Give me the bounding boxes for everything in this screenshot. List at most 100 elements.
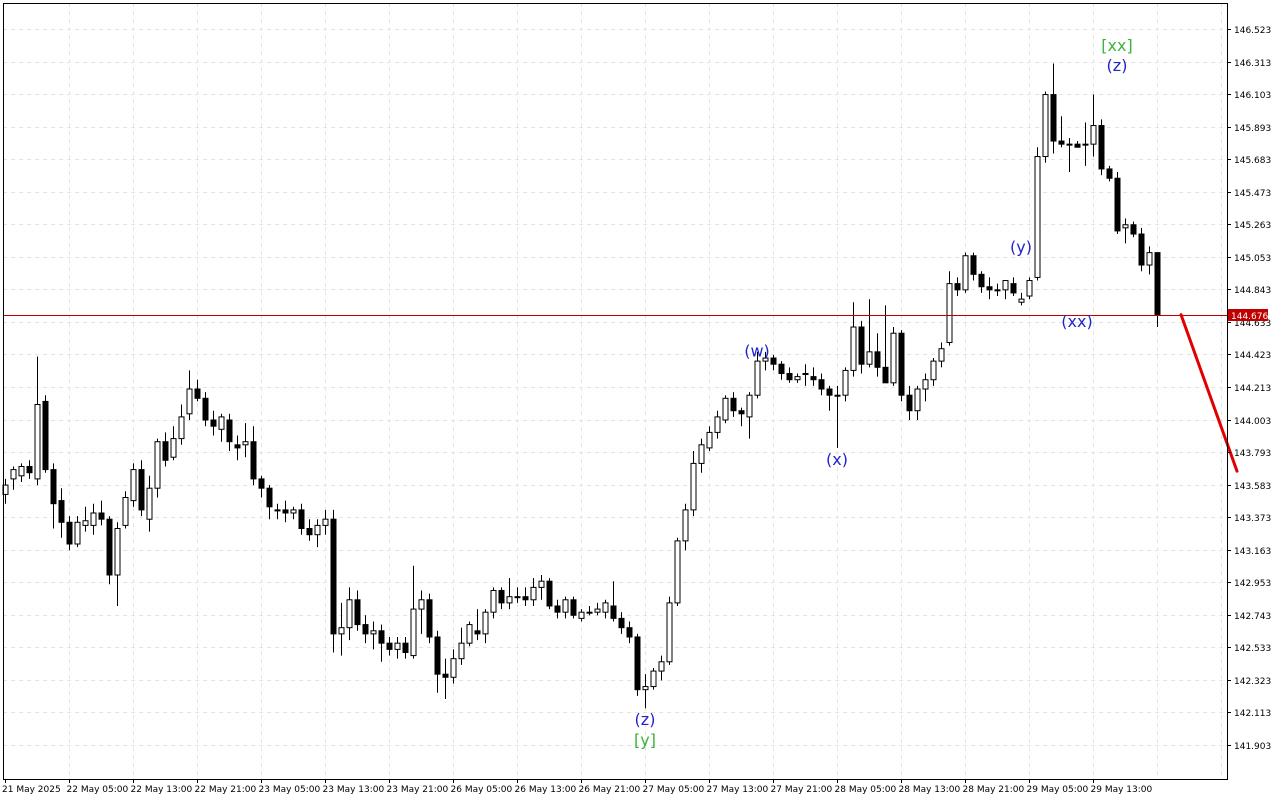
candle-body-bear [882, 366, 889, 384]
y-tick-label: 146.523 [1234, 26, 1271, 36]
candle [266, 485, 273, 520]
price-axis[interactable]: 146.523 146.313 146.103 145.893 145.683 145.4… [1227, 26, 1271, 752]
candle [978, 271, 985, 293]
candle [1146, 246, 1153, 275]
candle [490, 587, 497, 619]
candle-body-bear [498, 589, 505, 604]
candle-body-bear [546, 580, 553, 607]
candle [1106, 165, 1113, 182]
candle-body-bear [1114, 177, 1121, 232]
candle-body-bear [1130, 224, 1137, 235]
candle-body-bear [970, 255, 977, 275]
candle-body-bear [378, 630, 385, 644]
candle [474, 609, 481, 641]
candle-body-bull [450, 658, 457, 678]
candle-body-bear [570, 599, 577, 616]
y-tick-label: 141.903 [1234, 742, 1271, 752]
candle-body-bull [890, 332, 897, 384]
candle [1050, 63, 1057, 154]
candle-body-bull [338, 627, 345, 635]
candle [442, 658, 449, 699]
candle [994, 283, 1001, 297]
candle [874, 333, 881, 377]
candle-body-bull [130, 469, 137, 502]
x-tick-label: 28 May 05:00 [835, 785, 897, 795]
candle [730, 392, 737, 417]
x-tick-label: 28 May 21:00 [963, 785, 1025, 795]
candle-body-bull [802, 373, 809, 376]
candle [178, 404, 185, 445]
candle-body-bear [402, 642, 409, 653]
candle-body-bear [250, 441, 257, 480]
candle [362, 615, 369, 644]
candle-body-bear [1138, 233, 1145, 266]
candle-body-bull [178, 416, 185, 440]
candle [1026, 277, 1033, 300]
candle [866, 299, 873, 368]
y-tick-label: 145.263 [1234, 221, 1271, 231]
candle-body-bear [786, 373, 793, 381]
candle-body-bull [690, 462, 697, 511]
candle [1122, 218, 1129, 244]
candle [610, 581, 617, 622]
candle-body-bear [330, 518, 337, 635]
candle-body-bear [66, 521, 73, 545]
candle-body-bull [530, 586, 537, 601]
y-tick-label: 144.843 [1234, 286, 1271, 296]
candle-body-bull [394, 642, 401, 650]
candle [250, 426, 257, 486]
candle-body-bear [1050, 94, 1057, 142]
candle [938, 342, 945, 368]
wave-label: (xx) [1061, 312, 1092, 331]
candle [106, 516, 113, 585]
candle [82, 506, 89, 532]
candle-body-bear [426, 599, 433, 638]
candle-body-bear [1098, 125, 1105, 170]
candle [1002, 280, 1009, 300]
candle [738, 407, 745, 427]
candle [794, 373, 801, 383]
candle-body-bear [610, 605, 617, 619]
y-tick-label: 146.103 [1234, 91, 1271, 101]
candle-body-bear [874, 351, 881, 368]
time-axis[interactable]: 21 May 2025 22 May 05:00 22 May 13:00 22 Ma… [2, 779, 1152, 795]
candle-body-bear [306, 527, 313, 536]
candle-body-bear [210, 419, 217, 427]
candle [954, 277, 961, 297]
x-tick-label: 23 May 21:00 [387, 785, 449, 795]
candle [506, 578, 513, 610]
candle-body-bear [298, 509, 305, 529]
wave-label: [xx] [1101, 36, 1132, 55]
y-tick-label: 145.893 [1234, 124, 1271, 134]
candle-body-bear [1106, 168, 1113, 179]
candle [58, 488, 65, 538]
candle [906, 385, 913, 421]
candle [810, 367, 817, 386]
y-tick-label: 144.423 [1234, 351, 1271, 361]
candle-body-bear [1154, 252, 1161, 316]
candle [538, 574, 545, 600]
x-tick-label: 26 May 05:00 [451, 785, 513, 795]
x-tick-label: 22 May 21:00 [195, 785, 257, 795]
candle [674, 537, 681, 606]
candle-body-bear [266, 487, 273, 508]
candle [386, 636, 393, 656]
candle [234, 435, 241, 461]
candle [34, 356, 41, 486]
candle-body-bull [154, 441, 161, 489]
candle-body-bull [10, 469, 17, 480]
candle [658, 655, 665, 681]
candle [194, 379, 201, 402]
candle [626, 621, 633, 644]
candle-body-bear [50, 469, 57, 505]
candle [274, 503, 281, 520]
candle-body-bull [994, 289, 1001, 292]
y-tick-label: 143.583 [1234, 482, 1271, 492]
candle [466, 621, 473, 647]
candle-body-bull [698, 444, 705, 464]
y-tick-label: 145.053 [1234, 254, 1271, 264]
y-tick-label: 145.473 [1234, 189, 1271, 199]
candle-body-bear [42, 400, 49, 471]
candle [602, 599, 609, 619]
